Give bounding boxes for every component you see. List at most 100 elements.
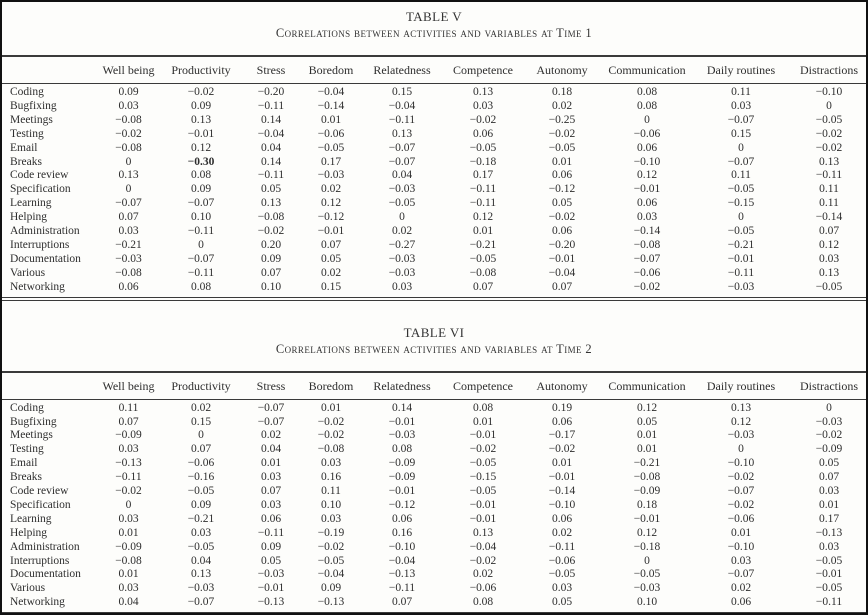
table-row: Networking 0.06 0.08 0.10 0.15 0.03 0.07 0.07 −0… (2, 280, 866, 299)
row-label: Testing (10, 127, 44, 140)
cell-value: 0.07 (472, 280, 494, 293)
table-v-section: TABLE V Correlations between activities … (2, 9, 866, 301)
cell-value: 0.02 (320, 183, 342, 196)
cell-value: −0.05 (469, 252, 497, 265)
cell-value: −0.04 (317, 568, 345, 581)
column-header: Productivity (160, 371, 242, 400)
table-row: Code review −0.02 −0.05 0.07 0.11 −0.01 −0.05 −… (2, 485, 866, 499)
cell-value: 0.13 (118, 169, 139, 182)
cell-value: −0.25 (548, 113, 576, 126)
row-label: Various (10, 266, 46, 279)
cell-value: −0.19 (317, 526, 345, 539)
cell-value: 0.04 (260, 443, 282, 456)
cell-value: −0.27 (388, 238, 416, 251)
cell-value: −0.05 (815, 582, 843, 595)
table-row: Coding 0.09 −0.02 −0.20 −0.04 0.15 0.13 0.18 0.0… (2, 84, 866, 100)
cell-value: −0.09 (388, 471, 416, 484)
cell-value: 0.03 (118, 582, 139, 595)
cell-value: −0.09 (633, 485, 661, 498)
cell-value: −0.04 (388, 99, 416, 112)
cell-value: −0.04 (388, 554, 416, 567)
cell-value: −0.04 (317, 86, 345, 98)
column-header: Boredom (300, 371, 362, 400)
cell-value: 0.09 (260, 252, 282, 265)
cell-value: 0.05 (818, 457, 840, 470)
cell-value: 0.01 (636, 429, 658, 442)
cell-value: 0 (644, 554, 650, 567)
column-header: Autonomy (524, 56, 600, 84)
cell-value: −0.02 (317, 540, 345, 553)
cell-value: 0.01 (320, 401, 342, 414)
cell-value: −0.21 (633, 457, 661, 470)
column-header: Productivity (160, 56, 242, 84)
cell-value: 0.11 (118, 401, 139, 414)
cell-value: 0.12 (472, 211, 494, 224)
cell-value: −0.01 (548, 471, 576, 484)
cell-value: −0.30 (187, 155, 215, 168)
table-row: Various 0.03 −0.03 −0.01 0.09 −0.11 −0.06 0.03 −… (2, 582, 866, 596)
cell-value: −0.02 (469, 554, 497, 567)
cell-value: 0.01 (118, 568, 139, 581)
cell-value: −0.21 (469, 238, 497, 251)
table-row: Bugfixing 0.07 0.15 −0.07 −0.02 −0.01 0.01 0.06… (2, 415, 866, 430)
cell-value: −0.11 (815, 596, 843, 609)
table-row: Learning 0.03 −0.21 0.06 0.03 0.06 −0.01 0.06 −0… (2, 512, 866, 527)
cell-value: 0.03 (118, 443, 139, 456)
cell-value: 0.09 (190, 498, 212, 511)
row-label: Email (10, 141, 38, 154)
cell-value: 0.07 (118, 211, 139, 224)
table-vi-section: TABLE VI Correlations between activities… (2, 325, 866, 613)
cell-value: −0.01 (815, 568, 843, 581)
table-row: Networking 0.04 −0.07 −0.13 −0.13 0.07 0.08 0.0… (2, 596, 866, 613)
cell-value: −0.01 (469, 512, 497, 525)
cell-value: 0.03 (818, 252, 840, 265)
row-label: Learning (10, 512, 52, 525)
cell-value: 0.01 (118, 526, 139, 539)
cell-value: 0.11 (731, 86, 751, 98)
cell-value: 0.03 (320, 512, 342, 525)
table-row: Testing −0.02 −0.01 −0.04 −0.06 0.13 0.06 −0.02… (2, 127, 866, 142)
cell-value: −0.14 (548, 485, 576, 498)
table-row: Documentation 0.01 0.13 −0.03 −0.04 −0.13 0.02… (2, 568, 866, 582)
cell-value: −0.01 (469, 498, 497, 511)
column-header: Communication (600, 56, 694, 84)
cell-value: 0.11 (819, 183, 839, 196)
cell-value: 0.06 (551, 512, 573, 525)
cell-value: 0.10 (260, 280, 282, 293)
cell-value: 0.03 (118, 512, 139, 525)
table-row: Helping 0.01 0.03 −0.11 −0.19 0.16 0.13 0.02 0.1… (2, 526, 866, 541)
cell-value: 0.04 (190, 554, 212, 567)
column-header: Competence (442, 371, 524, 400)
cell-value: −0.06 (317, 127, 345, 140)
table-row: Administration 0.03 −0.11 −0.02 −0.01 0.02 0.0… (2, 225, 866, 239)
cell-value: −0.11 (815, 169, 843, 182)
cell-value: 0.07 (190, 443, 212, 456)
cell-value: 0.03 (818, 540, 840, 553)
cell-value: −0.01 (548, 252, 576, 265)
cell-value: 0.02 (472, 568, 494, 581)
cell-value: −0.14 (815, 211, 843, 224)
cell-value: 0 (198, 429, 204, 442)
cell-value: −0.01 (633, 183, 661, 196)
table-v-subtitle: Correlations between activities and vari… (275, 26, 593, 40)
cell-value: −0.10 (548, 498, 576, 511)
cell-value: 0.13 (730, 401, 752, 414)
cell-value: 0.14 (260, 155, 282, 168)
cell-value: −0.01 (317, 225, 345, 238)
cell-value: 0.12 (636, 169, 658, 182)
cell-value: −0.06 (633, 127, 661, 140)
cell-value: 0.01 (320, 113, 342, 126)
cell-value: −0.18 (469, 155, 497, 168)
header-row: Well being Productivity Stress Boredom Relat… (2, 371, 866, 400)
cell-value: −0.02 (633, 280, 661, 293)
cell-value: −0.07 (257, 401, 285, 414)
cell-value: −0.03 (257, 568, 285, 581)
cell-value: 0.15 (320, 280, 342, 293)
cell-value: −0.01 (257, 582, 285, 595)
cell-value: 0.03 (636, 211, 658, 224)
row-label: Coding (10, 401, 44, 414)
cell-value: −0.03 (388, 429, 416, 442)
cell-value: −0.05 (815, 280, 843, 293)
row-label: Bugfixing (10, 415, 57, 428)
cell-value: −0.02 (469, 113, 497, 126)
